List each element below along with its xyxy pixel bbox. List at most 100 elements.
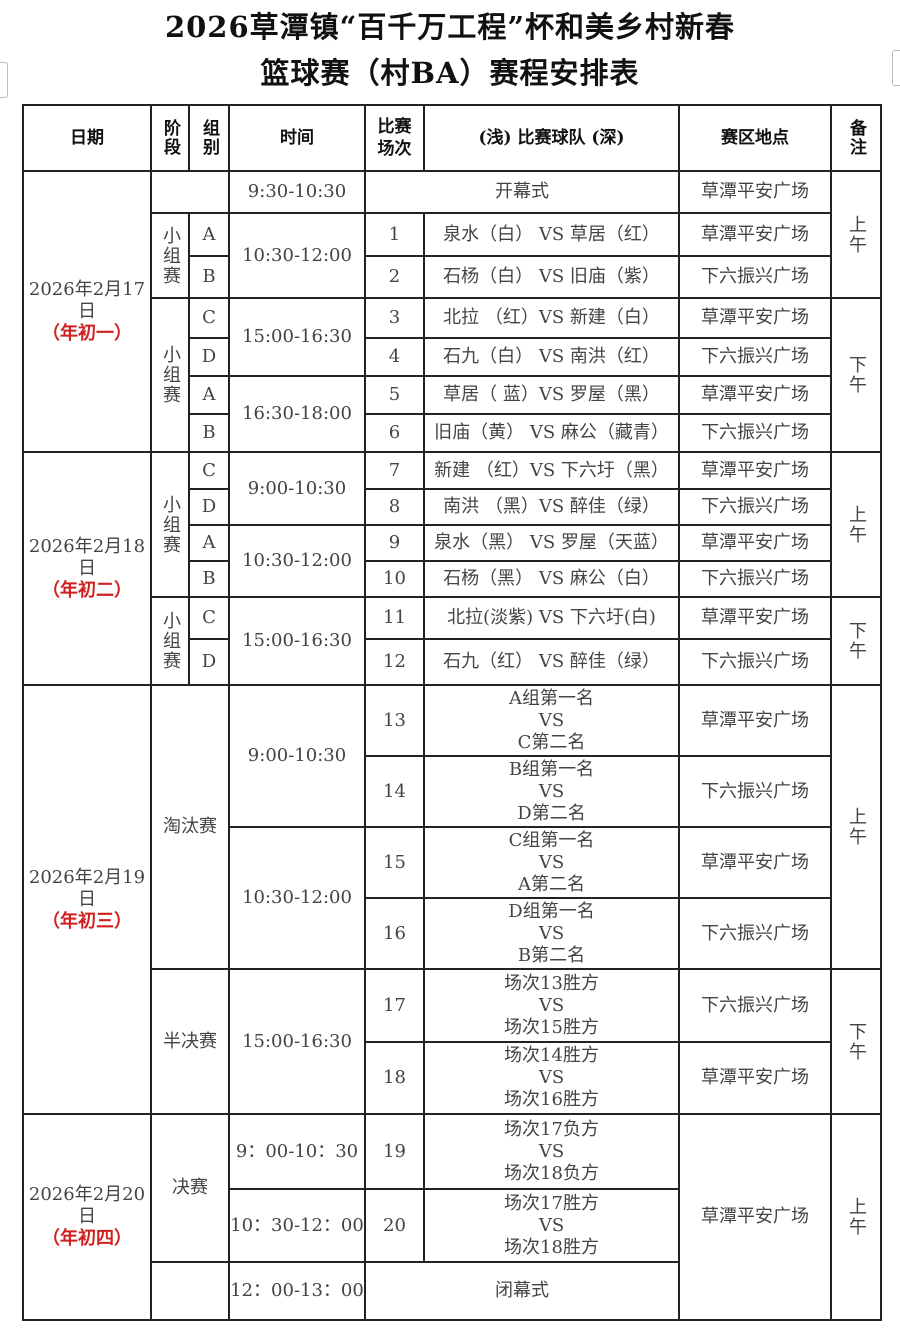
time-cell: 16:30-18:00 [228, 375, 366, 453]
cell-text: 4 [388, 346, 401, 367]
cell-text: D [201, 496, 217, 517]
note-cell: 上午 [830, 684, 882, 970]
venue-cell: 草潭平安广场 [678, 297, 832, 339]
page-title: 2026草潭镇“百千万工程”杯和美乡村新春 [164, 10, 736, 44]
cell-text: C [202, 459, 216, 481]
cell-text: 场次14胜方 [504, 1045, 599, 1066]
match-teams: 场次17负方 VS 场次18负方 [423, 1113, 680, 1190]
cell-text: 草潭平安广场 [701, 851, 809, 873]
cell-text: 南洪 （黑）VS 醉佳（绿） [443, 496, 660, 517]
venue-cell: 草潭平安广场 [678, 524, 832, 562]
cell-text: 北拉(淡紫) VS 下六圩(白) [447, 607, 656, 628]
cell-text: 石九（白） VS 南洪（红） [443, 346, 660, 367]
cell-text: 2 [388, 266, 401, 287]
cell-text: 组别 [199, 119, 219, 157]
time-cell: 9:00-10:30 [228, 684, 366, 828]
header-row: 日期 阶段 组别 时间 比赛场次 (浅) 比赛球队 (深) 赛区地点 备注 [22, 104, 882, 172]
cell-text: 备注 [846, 119, 866, 157]
match-no: 4 [364, 337, 425, 377]
cell-text: 3 [388, 307, 401, 328]
venue-cell: 下六振兴广场 [678, 488, 832, 526]
cell-text: 场次17负方 [504, 1118, 599, 1140]
cell-text: VS [538, 780, 565, 802]
table-row: 2026年2月17日 （年初一） 9:30-10:30 开幕式 草潭平安广场 上午 [22, 170, 882, 453]
group-cell: A [188, 375, 230, 415]
cell-text: VS [538, 709, 565, 731]
cell-text: 12：00-13：00 [230, 1280, 364, 1301]
time-cell: 9：00-10：30 [228, 1113, 366, 1190]
cell-text: 15:00-16:30 [242, 630, 352, 651]
cell-text: VS [538, 1140, 565, 1162]
match-no: 15 [364, 826, 425, 899]
cell-text: 9:00-10:30 [247, 477, 347, 499]
cell-text: 下午 [846, 355, 867, 395]
table-row: 2026年2月20日 （年初四） 决赛 9：00-10：30 19 场次17负方 VS 场次1… [22, 1113, 882, 1321]
match-no: 14 [364, 755, 425, 828]
time-cell: 15:00-16:30 [228, 596, 366, 686]
cell-text: 13 [383, 709, 406, 731]
header-group: 组别 [188, 104, 230, 172]
cell-text: B第二名 [517, 944, 586, 966]
match-no: 11 [364, 596, 425, 640]
cell-text: 8 [388, 496, 401, 517]
table-row: 16 D组第一名 VS B第二名 下六振兴广场 [23, 897, 881, 970]
venue-cell: 草潭平安广场 [678, 451, 832, 490]
cell-text: VS [538, 1067, 565, 1088]
venue-cell: 草潭平安广场 [678, 1041, 832, 1115]
cell-text: 下六振兴广场 [701, 780, 809, 802]
cell-text: 5 [388, 384, 401, 405]
cell-text: A [202, 532, 216, 553]
match-teams: 石杨（黑） VS 麻公（白） [423, 560, 680, 598]
venue-cell: 下六振兴广场 [678, 413, 832, 453]
venue-cell: 下六振兴广场 [678, 560, 832, 598]
group-cell: B [188, 413, 230, 453]
cell-text: A组第一名 [509, 687, 594, 709]
cell-text: 16:30-18:00 [242, 403, 352, 424]
cell-text: 开幕式 [495, 181, 549, 202]
cell-text: 10:30-12:00 [242, 550, 352, 571]
cell-text: 下六振兴广场 [701, 266, 809, 287]
note-cell: 上午 [830, 451, 882, 598]
cell-text: 9 [388, 532, 401, 553]
cell-text: 12 [383, 651, 406, 672]
cell-text: （年初三） [42, 910, 132, 932]
cell-text: 闭幕式 [495, 1280, 549, 1301]
cell-text: 新建 （红）VS 下六圩（黑） [434, 459, 669, 481]
cell-text: 上午 [846, 807, 867, 847]
date-cell: 2026年2月17日 （年初一） [22, 170, 152, 453]
match-teams: 新建 （红）VS 下六圩（黑） [423, 451, 680, 490]
cell-text: 泉水（白） VS 草居（红） [443, 223, 660, 245]
match-no: 6 [364, 413, 425, 453]
date-cell: 2026年2月19日 （年初三） [22, 684, 152, 1115]
time-cell: 15:00-16:30 [228, 297, 366, 377]
time-cell: 10:30-12:00 [228, 826, 366, 970]
match-no: 13 [364, 684, 425, 757]
cell-text: 草潭平安广场 [701, 607, 809, 628]
venue-cell: 草潭平安广场 [678, 212, 832, 257]
cell-text: 18 [383, 1067, 406, 1088]
match-no: 12 [364, 638, 425, 686]
match-no: 16 [364, 897, 425, 970]
cell-text: 15:00-16:30 [242, 326, 352, 347]
match-no: 2 [364, 255, 425, 299]
cell-text: VS [538, 1214, 565, 1236]
page-subtitle: 篮球赛（村BA）赛程安排表 [260, 56, 640, 90]
cell-text: 北拉 （红）VS 新建（白） [443, 307, 660, 328]
match-teams: 北拉 （红）VS 新建（白） [423, 297, 680, 339]
venue-cell: 下六振兴广场 [678, 897, 832, 970]
cell-text: （年初一） [42, 322, 132, 344]
stage-cell: 半决赛 [150, 968, 230, 1115]
header-time: 时间 [228, 104, 366, 172]
header-teams: (浅) 比赛球队 (深) [423, 104, 680, 172]
cell-text: B组第一名 [508, 758, 595, 780]
cell-text: 20 [383, 1214, 406, 1236]
time-cell: 9:00-10:30 [228, 451, 366, 526]
cell-text: 2026年2月20日 [28, 1184, 146, 1227]
table-row: B 10 石杨（黑） VS 麻公（白） 下六振兴广场 [23, 560, 881, 598]
cell-text: 草潭平安广场 [701, 223, 809, 245]
cell-text: 下午 [846, 1021, 867, 1062]
cell-text: 泉水（黑） VS 罗屋（天蓝） [434, 532, 669, 553]
match-teams: 泉水（白） VS 草居（红） [423, 212, 680, 257]
opening-ceremony: 开幕式 [364, 170, 680, 214]
note-cell: 下午 [830, 596, 882, 686]
